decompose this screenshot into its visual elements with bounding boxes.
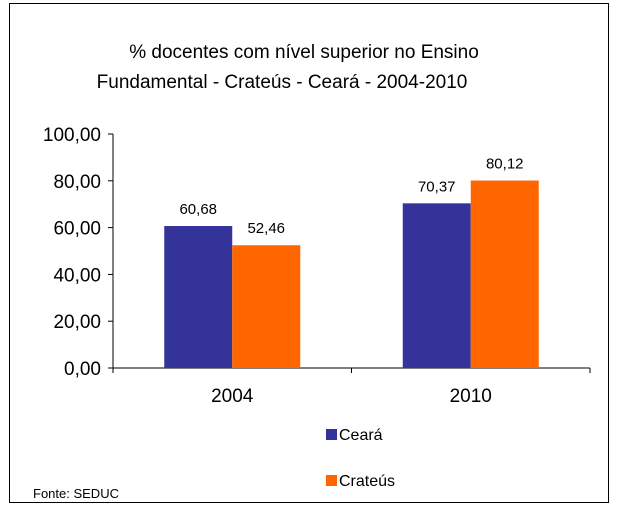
legend-label: Ceará [339, 427, 383, 444]
y-tick-label: 80,00 [53, 172, 101, 193]
chart-title: % docentes com nível superior no Ensino … [97, 42, 479, 93]
bar [402, 203, 471, 368]
bar-value-label: 70,37 [418, 178, 456, 195]
x-category-label: 2004 [211, 386, 254, 407]
y-tick-label: 40,00 [53, 265, 101, 286]
legend-label: Crateús [339, 473, 395, 490]
x-category-label: 2010 [450, 386, 492, 407]
source-note: Fonte: SEDUC [33, 486, 119, 501]
chart-bars [164, 180, 539, 368]
chart-title-line-1: % docentes com nível superior no Ensino [129, 42, 479, 63]
bar [470, 180, 539, 368]
y-tick-label: 60,00 [53, 219, 101, 240]
bar-value-label: 60,68 [179, 201, 217, 218]
legend-swatch [326, 429, 337, 440]
chart-legend: Ceará Crateús [326, 427, 395, 490]
y-tick-label: 20,00 [53, 312, 101, 333]
chart-axes: 0,00 20,00 40,00 60,00 80,00 100,00 2004 2010 [43, 125, 591, 407]
y-tick-label: 0,00 [64, 359, 101, 380]
bar-value-label: 52,46 [247, 220, 285, 237]
chart-data-labels: 60,68 52,46 70,37 80,12 [179, 156, 523, 238]
bar [232, 245, 301, 368]
legend-swatch [326, 475, 337, 486]
bar [164, 226, 233, 368]
bar-value-label: 80,12 [486, 156, 524, 173]
y-tick-label: 100,00 [43, 125, 101, 146]
chart-title-line-2: Fundamental - Crateús - Ceará - 2004-201… [97, 72, 468, 93]
